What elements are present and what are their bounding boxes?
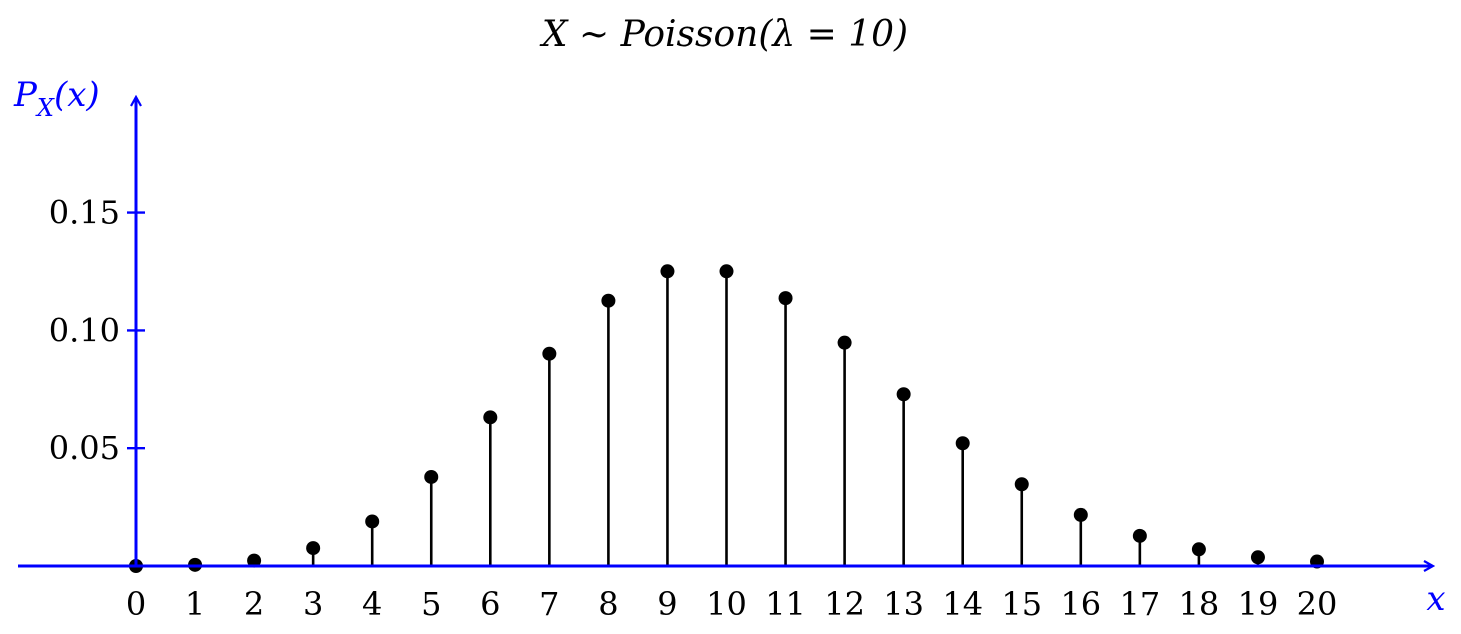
y-axis-ticks: 0.05 0.10 0.15 [49,194,145,467]
data-point-18 [1191,542,1206,557]
x-tick-label: 0 [126,585,146,623]
x-tick-label: 1 [185,585,205,623]
x-tick-label: 19 [1238,585,1279,623]
y-axis-label-arg: (x) [54,75,100,115]
x-tick-label: 5 [421,585,441,623]
x-tick-label: 4 [362,585,382,623]
x-tick-label: 16 [1060,585,1101,623]
x-tick-label: 8 [598,585,618,623]
x-axis-label: x [1426,579,1445,619]
data-point-4 [365,514,380,529]
x-tick-label: 17 [1119,585,1160,623]
data-point-2 [247,553,262,568]
data-point-15 [1014,477,1029,492]
x-tick-label: 2 [244,585,264,623]
x-axis-ticks: 0 1 2 3 4 5 6 7 8 9 10 11 12 13 14 15 16 17 18 19 20 [126,585,1338,623]
x-tick-label: 20 [1297,585,1338,623]
data-point-11 [778,291,793,306]
x-tick-label: 18 [1179,585,1220,623]
y-tick-label: 0.15 [49,194,120,232]
x-tick-label: 6 [480,585,500,623]
x-tick-label: 11 [765,585,806,623]
x-tick-label: 12 [824,585,865,623]
y-tick-label: 0.10 [49,311,120,349]
y-axis-label: PX(x) [13,75,100,122]
x-tick-label: 10 [706,585,747,623]
data-point-8 [601,293,616,308]
y-tick-label: 0.05 [49,429,120,467]
data-point-14 [955,436,970,451]
data-point-17 [1132,528,1147,543]
stem-marks [129,264,1324,573]
x-tick-label: 7 [539,585,559,623]
data-point-9 [660,264,675,279]
x-tick-label: 15 [1001,585,1042,623]
data-point-7 [542,346,557,361]
y-axis-label-p: P [13,75,38,115]
data-point-19 [1250,550,1265,565]
data-point-16 [1073,507,1088,522]
data-point-3 [306,541,321,556]
x-tick-label: 9 [657,585,677,623]
x-tick-label: 3 [303,585,323,623]
y-axis-label-sub: X [35,94,55,122]
data-point-6 [483,410,498,425]
data-point-13 [896,387,911,402]
data-point-5 [424,469,439,484]
data-point-12 [837,335,852,350]
data-point-10 [719,264,734,279]
x-tick-label: 13 [883,585,924,623]
chart-title: X ∼ Poisson(λ = 10) [539,14,908,55]
x-tick-label: 14 [942,585,983,623]
